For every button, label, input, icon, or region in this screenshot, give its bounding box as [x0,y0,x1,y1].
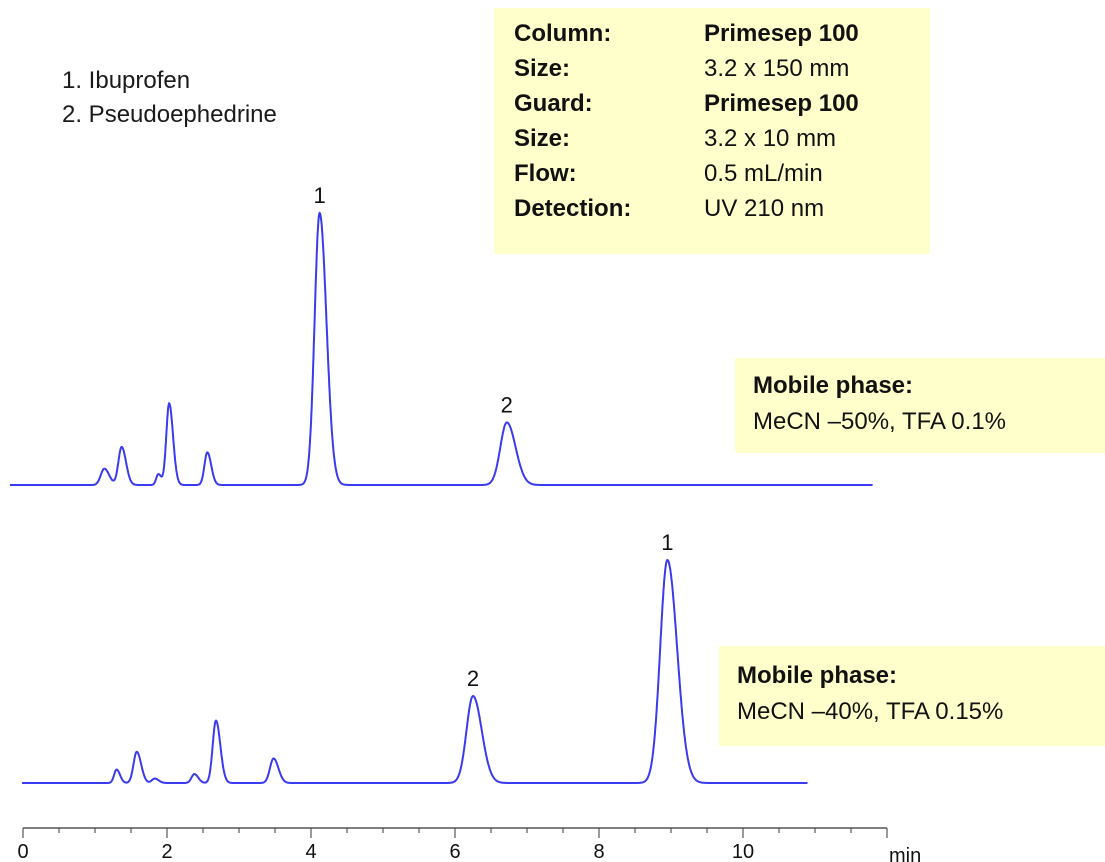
chromatogram-traces [10,211,873,784]
x-axis-unit-label: min [889,845,921,862]
mobile-phase-value: MeCN –40%, TFA 0.15% [737,698,1004,725]
x-tick-label: 0 [17,841,28,862]
mobile-phase-value: MeCN –50%, TFA 0.1% [753,408,1007,435]
x-tick-label: 8 [593,841,604,862]
condition-row-detection: Detection: UV 210 nm [514,191,930,226]
x-tick-label: 4 [305,841,316,862]
peak-label: 2 [467,666,479,691]
x-tick-label: 6 [449,841,460,862]
condition-row-guard-size: Size: 3.2 x 10 mm [514,121,930,156]
legend-item-pseudoephedrine: 2. Pseudoephedrine [62,101,277,128]
condition-row-size: Size: 3.2 x 150 mm [514,51,930,86]
condition-value: Primesep 100 [704,90,859,117]
trace-line-1 [10,211,873,486]
legend-item-ibuprofen: 1. Ibuprofen [62,67,191,94]
condition-value: 3.2 x 10 mm [704,125,837,152]
peak-label: 2 [501,392,513,417]
trace-line-2 [22,558,808,784]
conditions-box: Column: Primesep 100 Size: 3.2 x 150 mm Gu… [494,8,930,254]
condition-row-column: Column: Primesep 100 [514,16,930,51]
condition-value: 3.2 x 150 mm [704,55,850,82]
condition-value: Primesep 100 [704,20,859,47]
peak-label: 1 [313,183,325,208]
x-tick-label: 2 [161,841,172,862]
condition-value: 0.5 mL/min [704,160,823,187]
compound-legend: 1. Ibuprofen 2. Pseudoephedrine [62,64,277,132]
mobile-phase-box-top: Mobile phase: MeCN –50%, TFA 0.1% [735,358,1105,453]
peak-labels: 1 2 2 1 [313,183,673,691]
mobile-phase-title: Mobile phase: [753,372,914,399]
condition-row-guard: Guard: Primesep 100 [514,86,930,121]
condition-label: Size: [514,55,571,82]
condition-label: Detection: [514,195,632,222]
time-axis: 0 2 4 6 8 10 min [17,827,921,862]
x-tick-label: 10 [732,841,754,862]
condition-label: Column: [514,20,612,47]
condition-label: Size: [514,125,571,152]
condition-row-flow: Flow: 0.5 mL/min [514,156,930,191]
peak-label: 1 [661,530,673,555]
condition-value: UV 210 nm [704,195,825,222]
mobile-phase-title: Mobile phase: [737,662,898,689]
condition-label: Guard: [514,90,593,117]
mobile-phase-box-bottom: Mobile phase: MeCN –40%, TFA 0.15% [719,646,1105,746]
condition-label: Flow: [514,160,577,187]
